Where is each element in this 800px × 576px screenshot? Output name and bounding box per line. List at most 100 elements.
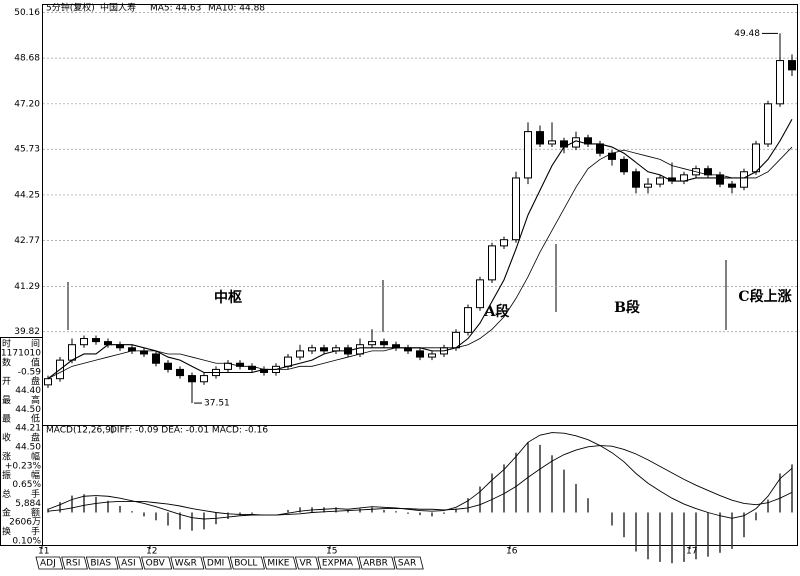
annotation: B段 xyxy=(614,299,640,316)
annotation: C段上涨 xyxy=(738,288,791,305)
candle-body xyxy=(596,143,604,154)
indicator-tab[interactable]: ASI xyxy=(121,559,136,569)
macd-values: DIFF: -0.09 DEA: -0.01 MACD: -0.16 xyxy=(110,426,268,436)
y-tick-label: 48.68 xyxy=(14,54,40,64)
candle-body xyxy=(308,347,316,352)
ma-line xyxy=(47,146,793,380)
tab-shape[interactable] xyxy=(202,556,232,570)
info-value: 2606万 xyxy=(9,518,41,528)
y-tick-label: 44.25 xyxy=(14,190,40,200)
chart-frame xyxy=(42,4,798,546)
macd-line xyxy=(47,445,793,516)
tab-shape[interactable] xyxy=(393,556,424,570)
info-value: 01171010 xyxy=(0,349,41,359)
y-tick-label: 50.16 xyxy=(14,8,40,18)
candle-body xyxy=(164,362,172,370)
indicator-tab[interactable]: EXPMA xyxy=(322,559,354,569)
candle-body xyxy=(788,60,796,71)
tab-shape[interactable] xyxy=(262,556,297,570)
indicator-tab[interactable]: OBV xyxy=(146,559,166,569)
x-tick-label: 11 xyxy=(38,547,49,557)
indicator-tab[interactable]: BIAS xyxy=(90,559,111,569)
candle-body xyxy=(716,174,724,185)
macd-line xyxy=(47,432,793,520)
stock-name: 中国人寿 xyxy=(100,2,136,14)
candle-body xyxy=(644,183,652,188)
info-value: 44.50 xyxy=(15,405,41,415)
candle-body xyxy=(188,375,196,383)
indicator-tab[interactable]: BOLL xyxy=(234,559,257,569)
candle-body xyxy=(476,279,484,309)
candle-body xyxy=(44,378,52,386)
indicator-tab[interactable]: ADJ xyxy=(40,559,56,569)
candle-body xyxy=(296,350,304,358)
candle-body xyxy=(356,344,364,355)
candle-body xyxy=(776,60,784,105)
tab-shape[interactable] xyxy=(294,556,320,570)
x-tick-label: 17 xyxy=(686,547,697,557)
y-tick-label: 39.82 xyxy=(14,327,40,337)
candle-body xyxy=(416,350,424,358)
candle-body xyxy=(200,375,208,383)
candle-body xyxy=(92,338,100,343)
info-value: 44.21 xyxy=(15,424,41,434)
candle-body xyxy=(500,239,508,247)
indicator-tab[interactable]: RSI xyxy=(66,559,81,569)
indicator-tab[interactable]: MIKE xyxy=(267,559,289,569)
tab-shape[interactable] xyxy=(61,556,88,570)
candle-body xyxy=(428,353,436,358)
info-panel xyxy=(0,337,43,546)
candle-body xyxy=(512,177,520,241)
candle-body xyxy=(152,353,160,364)
candle-body xyxy=(740,171,748,188)
tab-shape[interactable] xyxy=(317,556,361,570)
indicator-tab[interactable]: SAR xyxy=(398,559,416,569)
candle-body xyxy=(536,131,544,145)
indicator-tab[interactable]: VR xyxy=(299,559,311,569)
tab-shape[interactable] xyxy=(358,556,396,570)
candle-body xyxy=(128,347,136,352)
candle-body xyxy=(548,140,556,145)
x-tick-label: 12 xyxy=(146,547,157,557)
candle-body xyxy=(368,341,376,346)
candle-body xyxy=(632,171,640,188)
high-label: 49.48 xyxy=(734,29,760,39)
tab-shape[interactable] xyxy=(35,556,64,570)
info-value: 44.40 xyxy=(15,386,41,396)
legend-entry: MA10: 44.88 xyxy=(208,4,265,14)
macd-title: MACD(12,26,9) xyxy=(46,426,114,436)
tab-shape[interactable] xyxy=(170,556,205,570)
candle-body xyxy=(320,347,328,352)
tab-shape[interactable] xyxy=(85,556,119,570)
candle-body xyxy=(656,177,664,185)
x-tick-label: 16 xyxy=(506,547,518,557)
low-label: 37.51 xyxy=(204,399,230,409)
candle-body xyxy=(752,143,760,173)
candle-body xyxy=(140,350,148,355)
annotation: A段 xyxy=(484,303,510,320)
candle-body xyxy=(620,158,628,173)
y-tick-label: 45.73 xyxy=(14,145,40,155)
y-tick-label: 41.29 xyxy=(14,282,40,292)
info-value: 44.50 xyxy=(15,443,41,453)
candle-body xyxy=(176,368,184,377)
indicator-tab[interactable]: W&R xyxy=(175,559,197,569)
candle-body xyxy=(380,341,388,346)
info-value: 0.65% xyxy=(12,480,41,490)
indicator-tab[interactable]: ARBR xyxy=(363,559,388,569)
tab-shape[interactable] xyxy=(229,556,265,570)
indicator-tab[interactable]: DMI xyxy=(207,559,224,569)
legend-entry: MA5: 44.63 xyxy=(150,4,201,14)
info-value: 0.10% xyxy=(12,537,41,547)
candle-body xyxy=(764,103,772,145)
candle-body xyxy=(80,338,88,346)
info-value: -0.59 xyxy=(18,367,42,377)
y-tick-label: 47.20 xyxy=(14,99,40,109)
tab-shape[interactable] xyxy=(141,556,173,570)
candle-body xyxy=(488,245,496,281)
annotation: 中枢 xyxy=(214,289,242,306)
candle-body xyxy=(524,131,532,179)
candle-body xyxy=(68,344,76,361)
tab-shape[interactable] xyxy=(116,556,144,570)
